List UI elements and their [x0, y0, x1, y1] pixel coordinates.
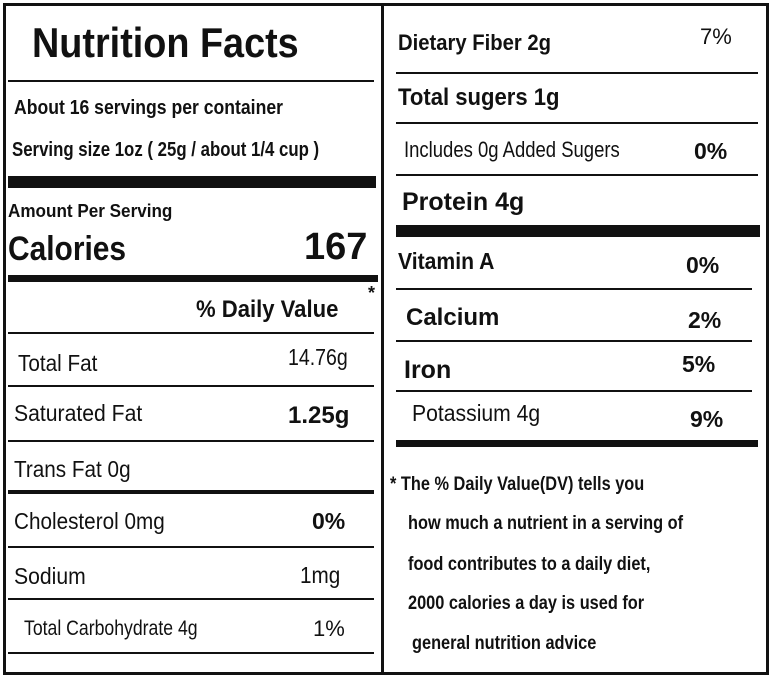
column-divider: [381, 3, 384, 675]
footnote-line-4: 2000 calories a day is used for: [408, 593, 645, 614]
divider: [8, 80, 374, 82]
saturated-fat-label: Saturated Fat: [14, 400, 143, 426]
nutrition-label: [3, 3, 769, 675]
calories-value: 167: [304, 226, 368, 268]
saturated-fat-value: 1.25g: [288, 402, 350, 429]
divider: [8, 598, 374, 600]
iron-value: 5%: [682, 351, 716, 377]
divider: [8, 385, 374, 387]
total-sugars-label: Total sugers 1g: [398, 84, 560, 111]
added-sugars-value: 0%: [694, 138, 728, 164]
total-fat-label: Total Fat: [18, 350, 98, 376]
divider: [396, 340, 752, 342]
divider-medium: [8, 275, 378, 282]
footnote-line-1: * The % Daily Value(DV) tells you: [390, 474, 645, 495]
calcium-label: Calcium: [406, 304, 500, 331]
divider: [8, 332, 374, 334]
divider: [396, 174, 758, 176]
divider: [396, 288, 752, 290]
total-fat-value: 14.76g: [288, 344, 348, 370]
dietary-fiber-label: Dietary Fiber 2g: [398, 30, 551, 55]
potassium-label: Potassium 4g: [412, 400, 541, 426]
divider: [8, 652, 374, 654]
servings-per-container: About 16 servings per container: [14, 97, 283, 119]
total-carbohydrate-label: Total Carbohydrate 4g: [24, 617, 198, 640]
sodium-value: 1mg: [300, 562, 341, 588]
footnote-line-5: general nutrition advice: [412, 633, 597, 654]
cholesterol-label: Cholesterol 0mg: [14, 508, 165, 534]
protein-label: Protein 4g: [402, 188, 525, 216]
sodium-label: Sodium: [14, 563, 86, 589]
calories-label: Calories: [8, 230, 127, 268]
footnote-line-3: food contributes to a daily diet,: [408, 554, 651, 575]
daily-value-header: % Daily Value: [196, 296, 339, 323]
divider: [396, 122, 758, 124]
dietary-fiber-value: 7%: [700, 24, 732, 49]
divider: [396, 72, 758, 74]
trans-fat-label: Trans Fat 0g: [14, 456, 131, 482]
divider-thick: [396, 225, 760, 237]
added-sugars-label: Includes 0g Added Sugers: [404, 137, 620, 162]
divider-medium: [8, 490, 374, 494]
serving-size: Serving size 1oz ( 25g / about 1/4 cup ): [12, 139, 320, 161]
footnote-line-2: how much a nutrient in a serving of: [408, 513, 684, 534]
divider-thick: [8, 176, 376, 188]
iron-label: Iron: [404, 356, 452, 384]
vitamin-a-value: 0%: [686, 252, 720, 278]
divider: [8, 440, 374, 442]
cholesterol-value: 0%: [312, 508, 346, 534]
amount-per-serving: Amount Per Serving: [8, 201, 173, 221]
divider-medium: [396, 440, 758, 447]
divider: [396, 390, 752, 392]
vitamin-a-label: Vitamin A: [398, 248, 495, 274]
divider: [8, 546, 374, 548]
potassium-value: 9%: [690, 406, 724, 432]
label-title: Nutrition Facts: [32, 19, 299, 66]
daily-value-asterisk: *: [368, 283, 376, 303]
calcium-value: 2%: [688, 307, 722, 333]
total-carbohydrate-value: 1%: [313, 616, 345, 641]
